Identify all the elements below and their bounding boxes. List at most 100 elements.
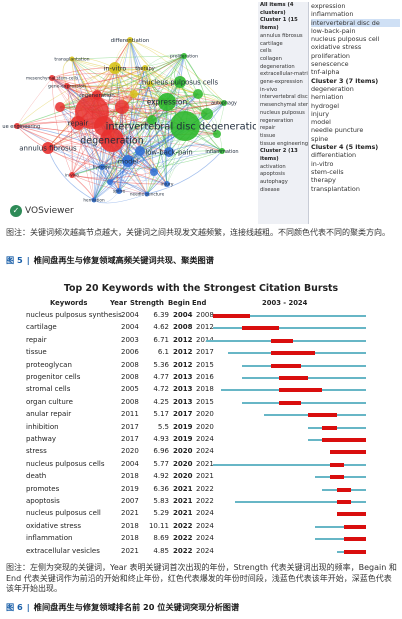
cluster-list-item[interactable]: differentiation	[311, 151, 357, 160]
burst-end: 2024	[196, 521, 214, 530]
cluster-list-item[interactable]: cartilage	[260, 40, 283, 47]
burst-row: nucleus pulposus synthesis 2004 6.39 2004 20…	[0, 310, 402, 322]
network-edge	[114, 67, 122, 192]
vosviewer-badge: ✓ VOSviewer	[10, 205, 74, 217]
network-label-tissue-engineering: tissue engineering	[2, 124, 40, 130]
network-label-needle: needle puncture	[130, 191, 165, 196]
cluster-list-item[interactable]: spine	[311, 134, 329, 143]
cluster-list-item[interactable]: inflammation	[311, 10, 354, 19]
cluster-list-item[interactable]: autophagy	[260, 179, 288, 186]
cluster-list-item[interactable]: mesenchymal stem-ce	[260, 102, 308, 109]
network-edge	[47, 147, 168, 185]
network-edge	[93, 193, 148, 204]
cluster-list-item[interactable]: in-vitro	[311, 159, 334, 168]
cluster-list-item[interactable]: tnf-alpha	[311, 68, 340, 77]
burst-begin: 2022	[173, 521, 193, 530]
network-edge	[71, 55, 185, 60]
cluster-list-item[interactable]: tissue	[260, 132, 276, 139]
cluster-heading: Cluster 1 (15 items)	[260, 17, 298, 32]
network-edge	[149, 55, 185, 85]
burst-begin: 2017	[173, 410, 193, 419]
vosviewer-logo-icon: ✓	[10, 205, 22, 217]
cluster-list-item[interactable]: oxidative stress	[311, 43, 362, 52]
cluster-list-item[interactable]: expression	[311, 2, 346, 10]
network-edge	[165, 55, 185, 185]
network-edge	[71, 58, 153, 121]
burst-strength: 6.39	[153, 311, 169, 319]
network-edge	[114, 67, 153, 121]
cluster-list-item[interactable]: injury	[311, 109, 330, 118]
network-node-injury	[164, 181, 170, 187]
cluster-list-item[interactable]: gene-expression	[260, 79, 303, 86]
burst-keyword: cartilage	[26, 323, 57, 332]
cluster-list-item[interactable]: senescence	[311, 60, 349, 69]
cluster-list-item[interactable]: repair	[260, 125, 276, 132]
cluster-list-item[interactable]: therapy	[311, 176, 336, 185]
burst-strength: 4.93	[153, 435, 169, 443]
network-node-therapy	[142, 65, 148, 71]
burst-timeline	[206, 487, 366, 492]
network-edge	[101, 119, 153, 168]
burst-strength: 6.1	[157, 348, 169, 357]
network-edge	[111, 139, 223, 152]
figure6-number: 图 6	[6, 602, 23, 612]
cluster-list-item[interactable]: cells	[260, 48, 272, 55]
cluster-list-item[interactable]: needle puncture	[311, 126, 364, 135]
burst-year: 2019	[121, 484, 139, 493]
network-edge	[93, 101, 168, 201]
cluster-list-item[interactable]: herniation	[311, 93, 344, 102]
network-edge	[16, 125, 155, 173]
network-edge	[109, 181, 148, 195]
network-node-regeneration	[92, 90, 102, 100]
network-edge	[139, 55, 185, 152]
cluster-list-item[interactable]: proliferation	[311, 51, 350, 60]
burst-red-bar	[278, 400, 301, 405]
network-edge	[71, 174, 148, 195]
network-edge	[153, 150, 223, 173]
burst-keyword: promotes	[26, 484, 60, 493]
network-labels: differentiation proliferation transplantat…	[2, 38, 256, 203]
cluster-list-item[interactable]: nucleus pulposus cell	[311, 35, 380, 44]
network-label-ivdd: intervertebral disc degeneration	[106, 121, 256, 132]
cluster-list-item[interactable]: intervertebral disc	[260, 94, 308, 101]
cluster-list-item[interactable]: extracellular-matrix	[260, 71, 309, 78]
burst-year: 2018	[121, 534, 139, 543]
burst-begin: 2021	[173, 484, 193, 493]
cluster-list-item[interactable]: disease	[260, 186, 280, 193]
network-edge	[129, 39, 141, 152]
network-edge	[47, 102, 225, 149]
cluster-list-item[interactable]: collagen	[260, 55, 282, 62]
network-label-spine: spine	[113, 189, 125, 195]
cluster-list-item[interactable]: tissue engineering	[260, 140, 309, 147]
burst-keyword: nucleus pulposus cells	[26, 459, 105, 468]
cluster-list-item[interactable]: intervertebral disc de	[311, 18, 400, 27]
network-edge	[101, 83, 151, 168]
cluster-list-item[interactable]: transplantation	[311, 184, 360, 193]
cluster-list-item[interactable]: degeneration	[311, 84, 354, 93]
network-node-annulus	[42, 142, 54, 154]
cluster-list-item[interactable]: activation	[260, 163, 286, 170]
network-edge	[101, 166, 148, 195]
cluster-list-item[interactable]: nucleus pulposus	[260, 109, 305, 116]
network-edge	[101, 81, 181, 168]
cluster-list-item[interactable]: regeneration	[260, 117, 294, 124]
network-edge	[16, 125, 170, 153]
network-edge	[66, 85, 225, 104]
network-label-model: model	[118, 157, 138, 165]
burst-red-bar	[322, 438, 366, 442]
burst-span-bar	[213, 463, 366, 466]
cluster-list-item[interactable]: low-back-pain	[311, 26, 356, 35]
cluster-list-item[interactable]: in-vivo	[260, 86, 278, 93]
cluster-list-item[interactable]: hydrogel	[311, 101, 340, 110]
burst-timeline	[206, 413, 366, 418]
network-edge	[118, 81, 181, 192]
cluster-list-item[interactable]: degeneration	[260, 63, 295, 70]
cluster-list-item[interactable]: annulus fibrosus	[260, 32, 303, 39]
cluster-list-item[interactable]: stem-cells	[311, 167, 344, 176]
network-edge	[16, 125, 168, 185]
cluster-list-item[interactable]: model	[311, 118, 331, 127]
cluster-list-item[interactable]: apoptosis	[260, 171, 285, 178]
network-edge	[118, 55, 185, 192]
burst-keyword: repair	[26, 335, 47, 344]
network-edge	[93, 119, 153, 201]
